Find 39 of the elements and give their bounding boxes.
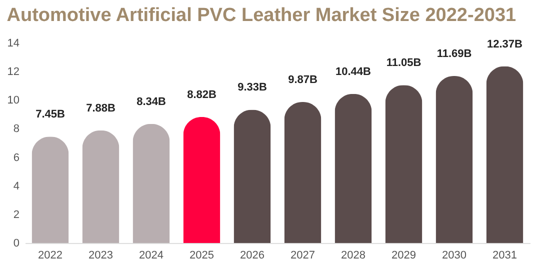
x-tick-label: 2022: [38, 250, 62, 262]
data-label: 11.05B: [386, 57, 422, 70]
data-label: 9.87B: [288, 74, 318, 86]
data-label: 12.37B: [487, 38, 523, 50]
bar: [32, 136, 69, 243]
x-tick-label: 2026: [240, 250, 264, 262]
x-tick-label: 2025: [190, 250, 214, 262]
x-tick-label: 2023: [88, 250, 113, 262]
y-tick-label: 12: [7, 66, 20, 78]
bar: [132, 124, 170, 243]
data-label: 8.34B: [136, 96, 166, 108]
bar: [436, 76, 473, 243]
y-tick-label: 4: [13, 180, 20, 192]
y-tick-label: 0: [13, 238, 20, 250]
bar: [183, 117, 220, 243]
bar: [486, 66, 524, 243]
bar: [334, 94, 372, 243]
data-label: 9.33B: [238, 82, 267, 94]
bar: [385, 85, 422, 243]
x-tick-label: 2029: [392, 250, 416, 262]
y-tick-label: 14: [7, 38, 20, 50]
x-tick-label: 2030: [442, 250, 466, 262]
y-tick-label: 6: [13, 152, 20, 164]
y-tick-label: 2: [13, 208, 20, 221]
bar: [82, 130, 120, 243]
y-tick-label: 10: [7, 94, 20, 107]
bar: [284, 102, 322, 243]
data-label: 8.82B: [187, 89, 216, 101]
data-label: 7.45B: [36, 108, 65, 121]
x-tick-label: 2028: [341, 250, 366, 262]
chart-title: Automotive Artificial PVC Leather Market Size 2022-2031: [6, 5, 517, 26]
x-tick-label: 2024: [139, 250, 164, 262]
x-tick-label: 2027: [290, 250, 315, 262]
data-label: 11.69B: [436, 48, 472, 60]
data-label: 10.44B: [336, 66, 372, 78]
bar: [234, 110, 271, 243]
y-tick-label: 8: [13, 123, 20, 136]
x-tick-label: 2031: [492, 250, 517, 262]
data-label: 7.88B: [86, 102, 116, 114]
